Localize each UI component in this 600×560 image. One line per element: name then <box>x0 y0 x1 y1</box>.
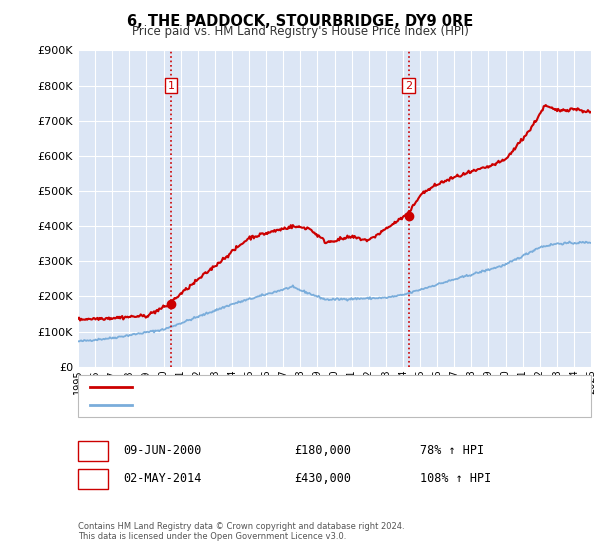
Text: 2: 2 <box>89 472 97 486</box>
Text: 1: 1 <box>89 444 97 458</box>
Text: 09-JUN-2000: 09-JUN-2000 <box>123 444 202 458</box>
Text: 02-MAY-2014: 02-MAY-2014 <box>123 472 202 486</box>
Text: £430,000: £430,000 <box>294 472 351 486</box>
Text: £180,000: £180,000 <box>294 444 351 458</box>
Text: 108% ↑ HPI: 108% ↑ HPI <box>420 472 491 486</box>
Text: 1: 1 <box>167 81 175 91</box>
Text: Contains HM Land Registry data © Crown copyright and database right 2024.
This d: Contains HM Land Registry data © Crown c… <box>78 522 404 542</box>
Text: 2: 2 <box>405 81 412 91</box>
Text: 78% ↑ HPI: 78% ↑ HPI <box>420 444 484 458</box>
Text: 6, THE PADDOCK, STOURBRIDGE, DY9 0RE: 6, THE PADDOCK, STOURBRIDGE, DY9 0RE <box>127 14 473 29</box>
Text: 6, THE PADDOCK, STOURBRIDGE, DY9 0RE (detached house): 6, THE PADDOCK, STOURBRIDGE, DY9 0RE (de… <box>138 382 454 392</box>
Text: Price paid vs. HM Land Registry's House Price Index (HPI): Price paid vs. HM Land Registry's House … <box>131 25 469 38</box>
Text: HPI: Average price, detached house, Dudley: HPI: Average price, detached house, Dudl… <box>138 400 368 410</box>
